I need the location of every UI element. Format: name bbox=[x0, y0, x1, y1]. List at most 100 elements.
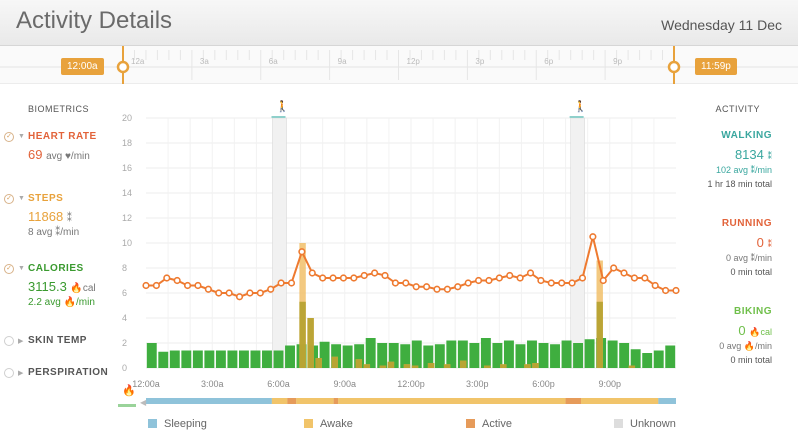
chevron-down-icon[interactable]: ▼ bbox=[18, 195, 25, 202]
steps-overlap-bar bbox=[363, 364, 371, 368]
steps-overlap-bar bbox=[355, 359, 363, 368]
calories-bar bbox=[181, 350, 192, 368]
activity-strip-segment bbox=[338, 398, 566, 404]
heart-rate-point bbox=[474, 276, 483, 285]
calories-bar bbox=[561, 340, 572, 368]
heart-rate-point bbox=[568, 279, 576, 287]
timebar-tick-label: 12a bbox=[131, 57, 145, 66]
activity-walking[interactable]: WALKING 8134 ⁑ 102 avg ⁑/min 1 hr 18 min… bbox=[672, 130, 772, 189]
running-avg: 0 avg ⁑/min bbox=[725, 253, 772, 263]
calories-bar bbox=[411, 340, 422, 368]
heart-rate-point bbox=[371, 269, 379, 277]
chevron-down-icon[interactable]: ▼ bbox=[18, 265, 25, 272]
calories-bar bbox=[446, 340, 457, 368]
steps-overlap-bar bbox=[524, 364, 531, 368]
y-tick-label: 14 bbox=[122, 188, 132, 198]
activity-running[interactable]: RUNNING 0 ⁑ 0 avg ⁑/min 0 min total bbox=[672, 218, 772, 277]
x-tick-label: 3:00p bbox=[466, 379, 489, 389]
activity-strip-segment bbox=[287, 398, 297, 404]
walking-person-icon: 🚶 bbox=[574, 100, 588, 113]
footprint-icon: ⁑ bbox=[767, 151, 773, 161]
steps-overlap-bar bbox=[379, 365, 387, 368]
steps-overlap-bar bbox=[500, 364, 507, 368]
flame-icon: 🔥cal bbox=[749, 327, 772, 337]
steps-overlap-bar bbox=[299, 301, 306, 368]
heart-rate-point bbox=[308, 269, 316, 277]
steps-overlap-bar bbox=[427, 363, 435, 368]
heart-rate-point bbox=[152, 281, 160, 290]
heart-rate-point bbox=[319, 274, 327, 282]
activity-strip-segment bbox=[658, 398, 676, 404]
calories-bar bbox=[653, 350, 664, 368]
heart-rate-point bbox=[204, 285, 212, 293]
chevron-right-icon[interactable]: ▶ bbox=[18, 370, 24, 377]
calories-bar bbox=[169, 350, 180, 368]
check-icon[interactable] bbox=[4, 368, 14, 378]
legend-swatch bbox=[466, 419, 475, 428]
chevron-right-icon[interactable]: ▶ bbox=[18, 338, 24, 345]
x-tick-label: 9:00p bbox=[598, 379, 621, 389]
timebar-tick-label: 3p bbox=[475, 57, 484, 66]
heart-rate-line bbox=[146, 236, 676, 298]
y-tick-label: 2 bbox=[122, 338, 127, 348]
start-time-handle[interactable]: 12:00a bbox=[61, 58, 104, 75]
steps-overlap-bar bbox=[532, 363, 539, 368]
walking-value: 8134 bbox=[734, 147, 764, 162]
running-value: 0 bbox=[756, 235, 764, 250]
check-icon[interactable]: ✓ bbox=[4, 264, 14, 274]
heart-rate-point bbox=[298, 248, 306, 256]
chevron-down-icon[interactable]: ▼ bbox=[18, 133, 25, 140]
calories-bar bbox=[573, 343, 584, 368]
legend-awake: Awake bbox=[304, 418, 353, 430]
steps-overlap-bar bbox=[387, 361, 395, 368]
heart-rate-point bbox=[641, 274, 649, 282]
strip-marker bbox=[118, 404, 136, 407]
x-tick-label: 9:00a bbox=[333, 379, 356, 389]
heart-rate-point bbox=[485, 276, 493, 285]
start-marker-knob bbox=[116, 60, 130, 74]
legend-active: Active bbox=[466, 418, 512, 430]
y-tick-label: 12 bbox=[122, 213, 132, 223]
heart-rate-point bbox=[558, 279, 566, 287]
heart-rate-label: HEART RATE bbox=[28, 131, 97, 142]
timebar-tick-label: 9p bbox=[613, 57, 622, 66]
steps-overlap-bar bbox=[459, 360, 467, 368]
calories-bar bbox=[503, 340, 514, 368]
steps-overlap-bar bbox=[307, 318, 314, 368]
y-tick-label: 20 bbox=[122, 113, 132, 123]
y-tick-label: 4 bbox=[122, 313, 127, 323]
flame-icon: 🔥 bbox=[122, 384, 136, 397]
calories-bar bbox=[423, 345, 434, 368]
steps-overlap-bar bbox=[596, 301, 603, 368]
steps-overlap-bar bbox=[443, 364, 451, 368]
activity-chart[interactable]: 0 2 4 6 8 10 12 14 16 18 20 🚶 🚶 12:00a 3:00a 6:00a 9:00a… bbox=[118, 84, 690, 414]
date-label: Wednesday 11 Dec bbox=[661, 17, 782, 33]
activity-panel: ACTIVITY WALKING 8134 ⁑ 102 avg ⁑/min 1 … bbox=[690, 84, 798, 394]
activity-biking[interactable]: BIKING 0 🔥cal 0 avg 🔥/min 0 min total bbox=[672, 306, 772, 365]
heart-rate-point bbox=[173, 276, 181, 285]
time-range-slider[interactable]: 12a 3a 6a 9a 12p 3p 6p 9p 12:00a 11:59p bbox=[0, 46, 798, 84]
activity-highlight-cap bbox=[569, 116, 584, 118]
heart-rate-point bbox=[256, 289, 264, 297]
biking-value: 0 bbox=[738, 323, 746, 338]
steps-overlap-bar bbox=[628, 365, 636, 368]
heart-rate-point bbox=[267, 285, 275, 293]
time-range-track[interactable]: 12a 3a 6a 9a 12p 3p 6p 9p bbox=[0, 46, 798, 84]
end-time-handle[interactable]: 11:59p bbox=[695, 58, 737, 75]
left-arrow-icon: ◀ bbox=[140, 398, 147, 407]
activity-strip-segment bbox=[565, 398, 582, 404]
check-icon[interactable]: ✓ bbox=[4, 132, 14, 142]
heart-rate-point bbox=[433, 285, 441, 293]
steps-overlap-bar bbox=[484, 365, 491, 368]
heart-rate-point bbox=[454, 283, 462, 291]
timebar-tick-label: 12p bbox=[407, 57, 421, 66]
calories-bar bbox=[550, 344, 560, 368]
check-icon[interactable] bbox=[4, 336, 14, 346]
calories-bar bbox=[527, 340, 537, 368]
activity-strip-segment bbox=[333, 398, 339, 404]
y-tick-label: 6 bbox=[122, 288, 127, 298]
check-icon[interactable]: ✓ bbox=[4, 194, 14, 204]
heart-rate-point bbox=[339, 274, 348, 282]
heart-rate-point bbox=[422, 283, 431, 291]
calories-bar bbox=[227, 350, 238, 368]
